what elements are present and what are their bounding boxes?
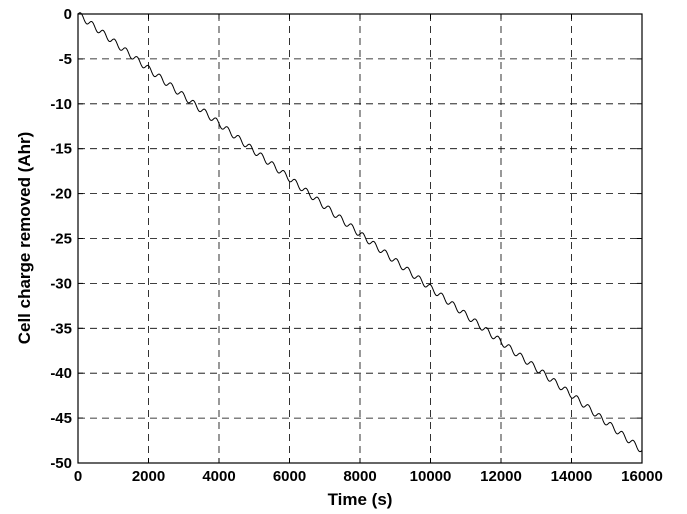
y-tick-label: -35 xyxy=(50,320,72,337)
x-tick-label: 6000 xyxy=(273,468,306,485)
y-tick-label: -50 xyxy=(50,455,72,472)
y-tick-label: 0 xyxy=(64,6,72,23)
y-tick-label: -40 xyxy=(50,365,72,382)
x-axis-title: Time (s) xyxy=(328,490,393,509)
grid xyxy=(78,14,642,463)
x-tick-label: 10000 xyxy=(410,468,452,485)
x-tick-label: 0 xyxy=(74,468,82,485)
y-tick-label: -10 xyxy=(50,96,72,113)
y-tick-label: -20 xyxy=(50,186,72,203)
y-tick-label: -25 xyxy=(50,231,72,248)
y-tick-label: -15 xyxy=(50,141,72,158)
x-tick-label: 4000 xyxy=(202,468,235,485)
series-line xyxy=(77,12,643,453)
x-tick-label: 14000 xyxy=(551,468,593,485)
x-tick-label: 2000 xyxy=(132,468,165,485)
x-tick-label: 12000 xyxy=(480,468,522,485)
y-tick-label: -5 xyxy=(59,51,72,68)
y-tick-label: -45 xyxy=(50,410,72,427)
x-tick-label: 16000 xyxy=(621,468,663,485)
x-axis: 0 2000 4000 6000 8000 10000 12000 14000 16000 xyxy=(74,14,663,485)
y-tick-label: -30 xyxy=(50,275,72,292)
y-axis: 0 -5 -10 -15 -20 -25 -30 -35 -40 -45 -50 xyxy=(50,6,642,472)
y-axis-title: Cell charge removed (Ahr) xyxy=(15,132,34,345)
x-tick-label: 8000 xyxy=(343,468,376,485)
